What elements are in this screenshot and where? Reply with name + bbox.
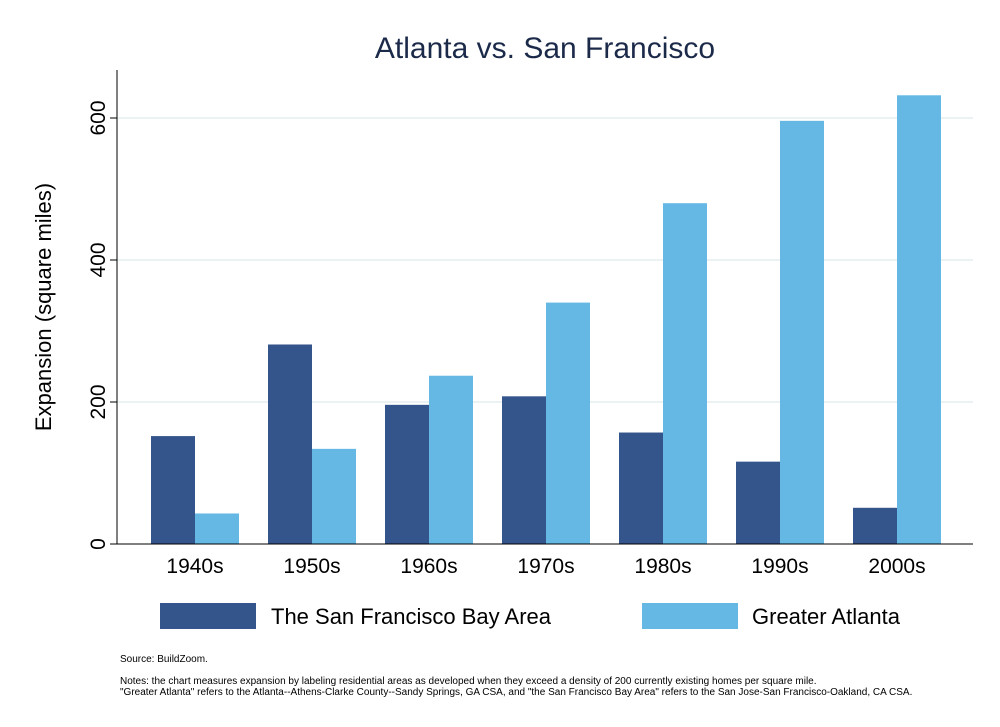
- bar-greater-atlanta: [312, 448, 356, 544]
- bar-greater-atlanta: [546, 302, 590, 544]
- bar-sf-bay-area: [268, 344, 312, 544]
- y-ticks: 0 200 400 600: [87, 100, 117, 550]
- y-tick-label: 200: [87, 384, 110, 419]
- legend-swatch: [642, 603, 738, 629]
- legend-label: Greater Atlanta: [752, 604, 901, 629]
- bar-greater-atlanta: [897, 95, 941, 544]
- axes: [116, 70, 973, 545]
- chart-title: Atlanta vs. San Francisco: [375, 32, 715, 65]
- y-tick-label: 400: [87, 242, 110, 277]
- x-tick-label: 1950s: [283, 555, 340, 578]
- x-tick-label: 1940s: [166, 555, 223, 578]
- gridlines: [117, 117, 973, 403]
- bar-sf-bay-area: [502, 396, 546, 544]
- y-tick-label: 0: [87, 538, 110, 550]
- legend: The San Francisco Bay Area Greater Atlant…: [160, 603, 901, 629]
- bar-sf-bay-area: [385, 404, 429, 544]
- legend-swatch: [160, 603, 256, 629]
- notes-line-1: Notes: the chart measures expansion by l…: [120, 676, 817, 687]
- bar-greater-atlanta: [429, 375, 473, 544]
- bar-sf-bay-area: [736, 461, 780, 544]
- bars: [151, 95, 941, 544]
- bar-sf-bay-area: [151, 436, 195, 544]
- x-tick-label: 1980s: [634, 555, 691, 578]
- source-note: Source: BuildZoom.: [120, 654, 208, 665]
- x-tick-label: 1990s: [751, 555, 808, 578]
- bar-sf-bay-area: [619, 432, 663, 544]
- bar-greater-atlanta: [195, 513, 239, 544]
- bar-sf-bay-area: [853, 507, 897, 544]
- y-tick-label: 600: [87, 100, 110, 135]
- x-tick-label: 1960s: [400, 555, 457, 578]
- legend-label: The San Francisco Bay Area: [271, 604, 552, 629]
- notes-line-2: "Greater Atlanta" refers to the Atlanta-…: [120, 687, 913, 698]
- y-axis-label: Expansion (square miles): [31, 183, 56, 431]
- x-tick-label: 2000s: [868, 555, 925, 578]
- x-tick-label: 1970s: [517, 555, 574, 578]
- x-ticks: 1940s 1950s 1960s 1970s 1980s 1990s 2000s: [166, 555, 925, 578]
- bar-greater-atlanta: [663, 203, 707, 544]
- bar-greater-atlanta: [780, 120, 824, 544]
